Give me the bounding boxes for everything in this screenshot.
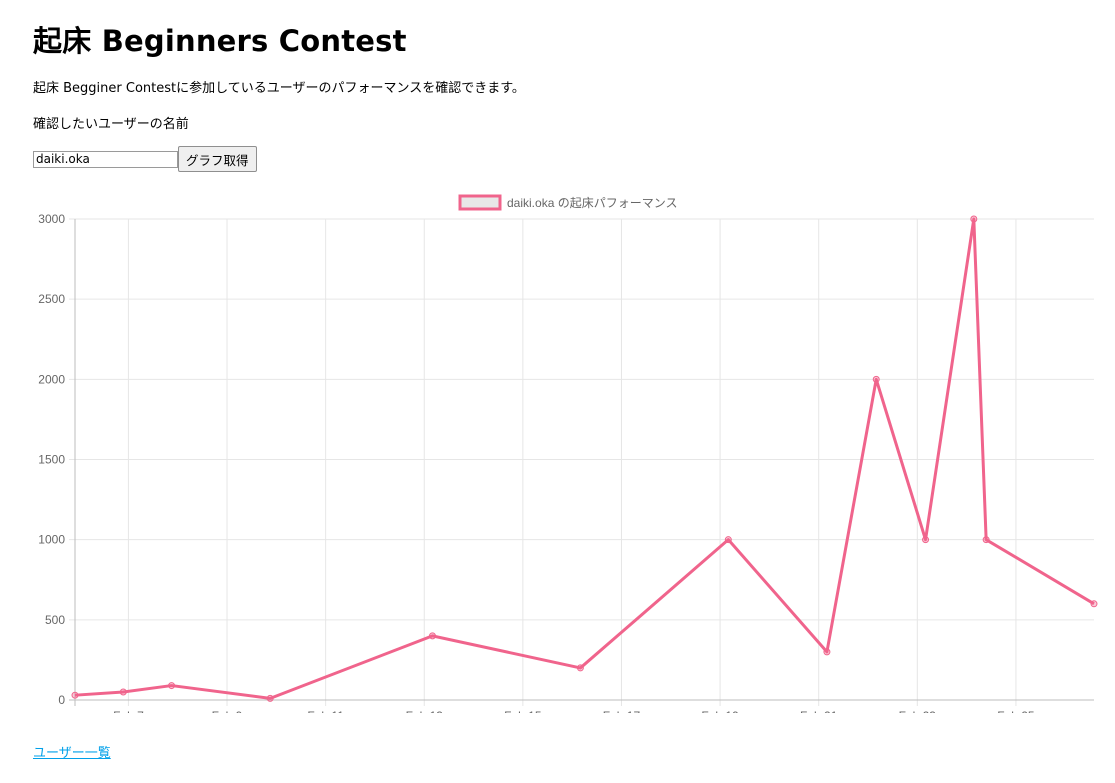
series-line	[74, 217, 1095, 700]
data-point	[872, 375, 880, 383]
legend-swatch	[458, 194, 502, 211]
x-tick-label: Feb 13	[406, 709, 444, 713]
y-tick-label: 1000	[38, 533, 65, 547]
y-tick-label: 2000	[38, 372, 65, 386]
chart-legend[interactable]: daiki.oka の起床パフォーマンス	[458, 194, 677, 211]
y-tick-label: 2500	[38, 292, 65, 306]
y-tick-label: 1500	[38, 453, 65, 467]
username-prompt: 確認したいユーザーの名前	[33, 117, 189, 132]
performance-chart: daiki.oka の起床パフォーマンス 0 500 1000 1500 2000 250…	[38, 194, 1098, 713]
y-tick-label: 500	[45, 613, 65, 627]
data-point	[982, 536, 990, 544]
x-tick-label: Feb 15	[504, 709, 542, 713]
chart-series	[71, 215, 1098, 702]
x-tick-label: Feb 9	[212, 709, 243, 713]
y-tick-label: 0	[58, 693, 65, 707]
chart-grid	[69, 218, 1094, 706]
graph-form: グラフ取得	[33, 146, 257, 172]
x-tick-label: Feb 23	[899, 709, 937, 713]
page-title: 起床 Beginners Contest	[33, 24, 407, 58]
data-point	[970, 215, 978, 223]
data-point	[266, 694, 274, 702]
data-point	[168, 682, 176, 690]
data-point	[71, 691, 79, 699]
data-point	[823, 648, 831, 656]
x-tick-label: Feb 17	[603, 709, 641, 713]
data-point	[576, 664, 584, 672]
data-point	[724, 536, 732, 544]
username-input[interactable]	[33, 150, 178, 168]
data-point	[119, 688, 127, 696]
data-point	[922, 536, 930, 544]
x-tick-label: Feb 21	[800, 709, 838, 713]
y-tick-label: 3000	[38, 212, 65, 226]
legend-label: daiki.oka の起床パフォーマンス	[507, 196, 677, 210]
chart-axes: 0 500 1000 1500 2000 2500 3000 Feb 7 Feb 9 Feb 11…	[38, 212, 1094, 713]
user-list-link[interactable]: ユーザー一覧	[33, 746, 111, 761]
x-tick-label: Feb 7	[113, 709, 144, 713]
data-point	[428, 632, 436, 640]
get-graph-button[interactable]: グラフ取得	[178, 146, 257, 172]
data-point	[1090, 600, 1098, 608]
x-tick-label: Feb 25	[997, 709, 1035, 713]
x-tick-label: Feb 19	[701, 709, 739, 713]
x-tick-label: Feb 11	[307, 709, 344, 713]
page-description: 起床 Begginer Contestに参加しているユーザーのパフォーマンスを確…	[33, 81, 525, 96]
